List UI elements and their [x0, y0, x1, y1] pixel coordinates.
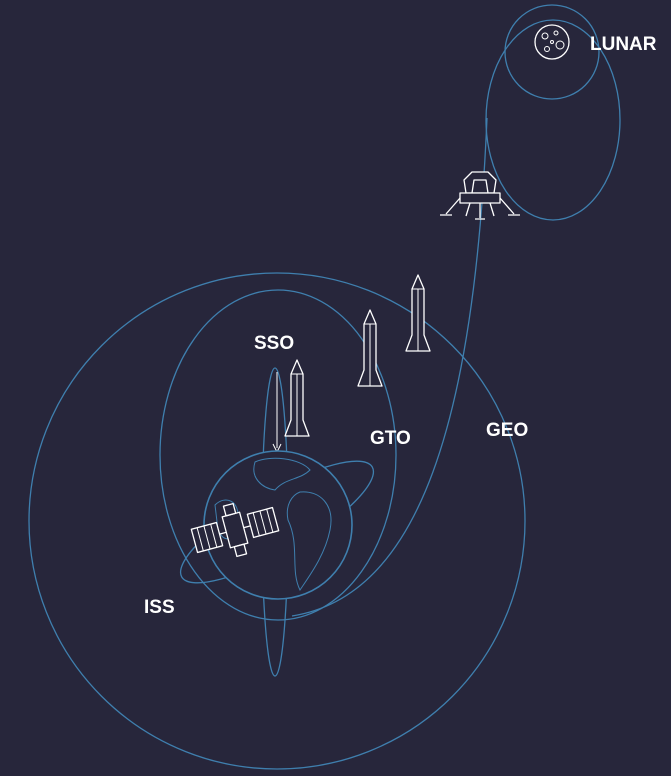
- lunar-lander: [440, 171, 520, 220]
- earth: [203, 450, 353, 600]
- rockets: [284, 274, 431, 437]
- lunar-orbit: [504, 4, 600, 100]
- label-geo: GEO: [486, 420, 528, 441]
- gto-orbit: [159, 289, 397, 621]
- label-iss: ISS: [144, 597, 175, 618]
- label-gto: GTO: [370, 428, 411, 449]
- label-lunar: LUNAR: [590, 34, 657, 55]
- moon: [534, 24, 570, 60]
- geo-orbit: [28, 272, 526, 770]
- iss-station: [190, 502, 280, 558]
- lunar-trajectory: [291, 117, 488, 617]
- lunar-transfer-orbit: [485, 19, 621, 221]
- label-sso: SSO: [254, 333, 294, 354]
